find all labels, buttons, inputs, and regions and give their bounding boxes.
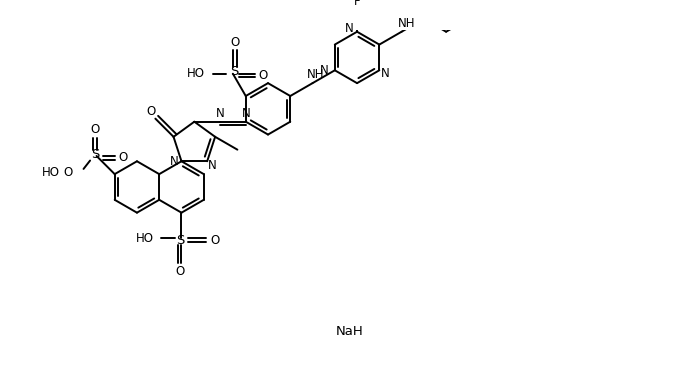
Text: N: N: [208, 159, 216, 172]
Text: NaH: NaH: [336, 325, 364, 337]
Text: NH: NH: [398, 17, 415, 30]
Text: N: N: [241, 107, 250, 120]
Text: HO: HO: [136, 232, 154, 245]
Text: NH: NH: [307, 68, 324, 81]
Text: O: O: [119, 151, 128, 164]
Text: HO: HO: [42, 166, 59, 179]
Text: O: O: [146, 105, 155, 118]
Text: O: O: [230, 36, 239, 49]
Text: O: O: [210, 234, 219, 247]
Text: N: N: [345, 22, 354, 36]
Text: O: O: [259, 69, 268, 82]
Text: N: N: [170, 155, 178, 168]
Text: S: S: [230, 66, 238, 78]
Text: O: O: [64, 166, 73, 179]
Text: O: O: [175, 265, 185, 278]
Text: HO: HO: [187, 67, 206, 80]
Text: S: S: [176, 234, 185, 247]
Text: N: N: [320, 64, 329, 77]
Text: S: S: [92, 147, 100, 161]
Text: N: N: [216, 107, 224, 120]
Text: F: F: [354, 0, 361, 8]
Text: O: O: [90, 123, 99, 136]
Text: N: N: [380, 67, 389, 79]
